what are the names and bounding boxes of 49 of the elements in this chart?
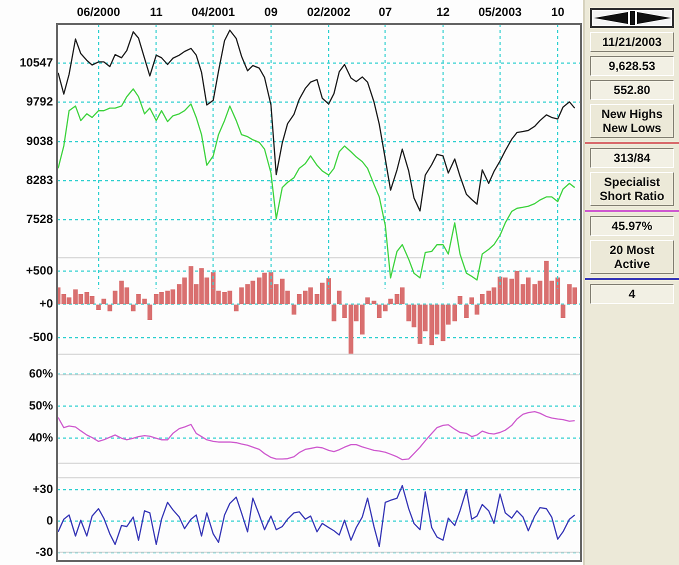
y-tick-label: 60% xyxy=(28,366,54,381)
y-tick-label: +30 xyxy=(32,482,54,496)
bar xyxy=(336,290,342,304)
text: 552.80 xyxy=(590,80,674,100)
y-tick-label: 50% xyxy=(28,398,54,413)
text: Specialist Short Ratio xyxy=(590,172,674,206)
x-tick-label: 12 xyxy=(436,5,450,20)
text: 11/21/2003 xyxy=(590,32,674,52)
text: 45.97% xyxy=(590,216,674,236)
bar xyxy=(458,296,462,304)
bar xyxy=(234,304,239,312)
x-tick-label: 06/2000 xyxy=(76,5,121,20)
y-tick-label: 9038 xyxy=(26,134,54,148)
bar xyxy=(130,304,136,312)
bar xyxy=(101,298,106,304)
y-tick-label: 7528 xyxy=(26,212,54,226)
bar xyxy=(147,304,152,320)
y-tick-label: 40% xyxy=(28,430,54,445)
x-tick-label: 10 xyxy=(551,5,565,20)
y-tick-label: 8283 xyxy=(26,172,54,187)
bar xyxy=(108,304,112,312)
bar xyxy=(452,304,458,322)
y-tick-label: +0 xyxy=(39,296,54,311)
bar xyxy=(474,304,480,315)
bar xyxy=(464,304,469,318)
y-tick-label: +500 xyxy=(26,263,54,278)
text: 9,628.53 xyxy=(590,56,674,76)
bar xyxy=(292,304,296,315)
y-tick-label: 10547 xyxy=(20,55,54,70)
y-tick-label: 0 xyxy=(46,514,54,528)
x-tick-label: 02/2002 xyxy=(306,5,351,20)
bar xyxy=(326,278,332,304)
text: 20 Most Active xyxy=(590,240,674,274)
text: 4 xyxy=(590,284,674,304)
x-tick-label: 05/2003 xyxy=(478,5,522,20)
y-tick-label: 9792 xyxy=(26,94,54,109)
x-tick-label: 11 xyxy=(150,5,163,20)
y-tick-label: -30 xyxy=(36,545,54,560)
bar xyxy=(332,304,336,322)
y-tick-label: -500 xyxy=(28,330,54,344)
x-tick-label: 09 xyxy=(264,5,278,20)
text: New Highs New Lows xyxy=(590,104,674,138)
text: 313/84 xyxy=(590,148,674,168)
bar xyxy=(480,294,485,304)
bar xyxy=(560,304,566,318)
bar xyxy=(469,297,474,304)
bar xyxy=(96,304,101,310)
x-tick-label: 04/2001 xyxy=(192,5,236,20)
x-tick-label: 07 xyxy=(378,5,392,20)
